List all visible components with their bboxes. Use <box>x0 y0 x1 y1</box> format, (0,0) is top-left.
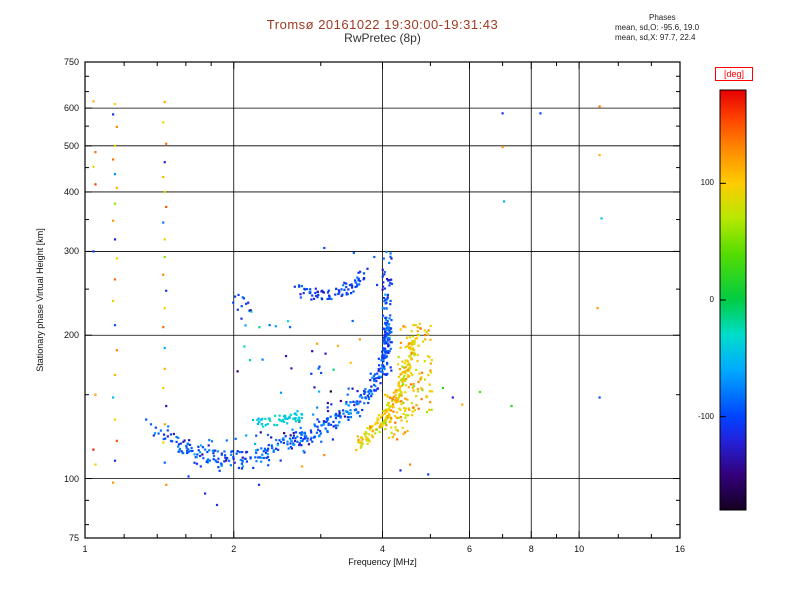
y-axis-label: Stationary phase Virtual Height [km] <box>35 228 45 372</box>
y-tick-label: 750 <box>63 57 79 67</box>
scatter-points <box>92 100 603 507</box>
stats-x-mode: mean, sd,X: 97.7, 22.4 <box>615 33 696 42</box>
colorbar-tick-label: -100 <box>697 411 714 421</box>
y-tick-label: 300 <box>63 246 79 257</box>
x-tick-label: 8 <box>528 544 534 554</box>
gridlines <box>85 62 680 538</box>
y-tick-label: 100 <box>63 473 79 484</box>
stats-o-mode: mean, sd,O: -95.6, 19.0 <box>615 23 700 32</box>
colorbar-tick-label: 100 <box>700 178 714 188</box>
y-tick-label: 500 <box>63 140 79 151</box>
plot-border <box>84 61 681 539</box>
x-tick-label: 1 <box>82 544 88 554</box>
x-tick-label: 4 <box>379 544 385 554</box>
x-tick-label: 2 <box>231 544 237 554</box>
y-tick-label: 75 <box>68 533 79 543</box>
x-tick-label: 10 <box>574 544 585 554</box>
page-subtitle: RwPretec (8p) <box>344 31 421 45</box>
x-tick-label: 6 <box>466 544 472 554</box>
phase-statistics: Phases mean, sd,O: -95.6, 19.0 mean, sd,… <box>615 13 790 43</box>
y-tick-label: 600 <box>63 103 79 114</box>
page-title: Tromsø 20161022 19:30:00-19:31:43 <box>266 17 499 32</box>
y-tick-label: 200 <box>63 330 79 341</box>
x-tick-label: 16 <box>674 544 685 554</box>
colorbar-unit-label: [deg] <box>715 67 753 81</box>
x-axis-label: Frequency [MHz] <box>348 557 417 567</box>
stats-heading: Phases <box>649 13 676 22</box>
y-tick-label: 400 <box>63 186 79 197</box>
colorbar-tick-label: 0 <box>709 295 714 304</box>
